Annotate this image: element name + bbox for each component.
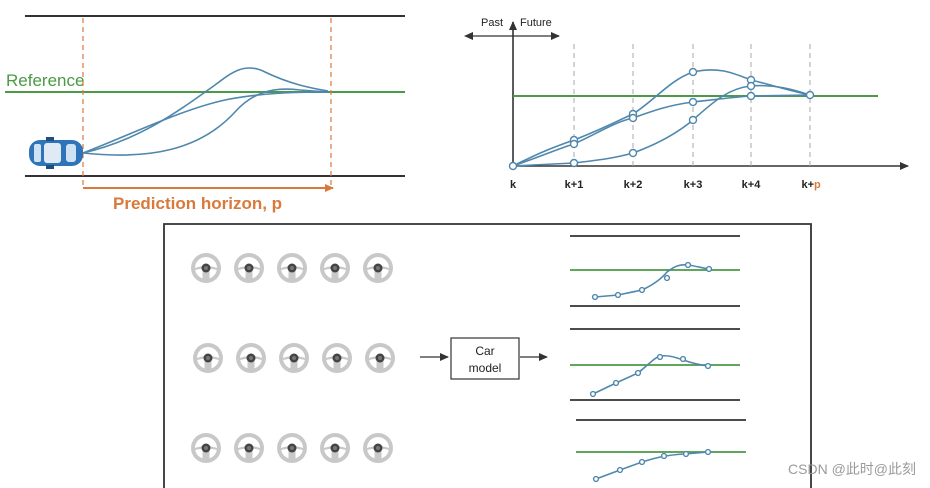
- watermark: CSDN @此时@此刻: [788, 461, 916, 477]
- steering-wheel-grid: [191, 253, 395, 463]
- mini-road-1: [570, 235, 740, 307]
- trajectory-curve: [512, 84, 811, 167]
- trajectory-curve: [82, 67, 329, 154]
- tick-label: k+4: [742, 179, 762, 191]
- tick-label: k+1: [565, 179, 584, 191]
- steering-wheel-icon: [320, 433, 350, 463]
- tick-p-label: p: [814, 179, 821, 191]
- steering-wheel-icon: [279, 343, 309, 373]
- right-panel: Past Future k k+1 k+2 k+3 k+4 k+ p: [464, 17, 909, 191]
- steering-wheel-icon: [191, 253, 221, 283]
- steering-wheel-icon: [236, 343, 266, 373]
- past-label: Past: [481, 17, 503, 29]
- car-model-label-1: Car: [475, 344, 494, 358]
- trajectory-curve: [82, 88, 329, 156]
- trajectory-curve: [512, 69, 811, 167]
- steering-wheel-icon: [191, 433, 221, 463]
- left-panel: Reference Prediction horizon, p: [5, 15, 405, 213]
- horizon-label: Prediction horizon, p: [113, 194, 282, 213]
- steering-wheel-icon: [363, 433, 393, 463]
- car-model-box: [450, 337, 520, 380]
- car-icon: [29, 137, 83, 169]
- bottom-frame: [163, 223, 812, 488]
- mini-road-2: [570, 328, 740, 401]
- trajectory-curve: [82, 91, 329, 154]
- steering-wheel-icon: [234, 433, 264, 463]
- tick-label: k: [510, 179, 517, 191]
- tick-label: k+2: [624, 179, 643, 191]
- steering-wheel-icon: [363, 253, 393, 283]
- trajectory-points: [508, 67, 815, 171]
- trajectory-curve: [512, 94, 811, 167]
- steering-wheel-icon: [322, 343, 352, 373]
- steering-wheel-icon: [193, 343, 223, 373]
- tick-label: k+: [801, 179, 814, 191]
- car-model-label-2: model: [469, 361, 502, 375]
- steering-wheel-icon: [277, 433, 307, 463]
- steering-wheel-icon: [277, 253, 307, 283]
- tick-label: k+3: [684, 179, 703, 191]
- reference-label: Reference: [6, 71, 84, 90]
- steering-wheel-icon: [365, 343, 395, 373]
- mini-road-3: [576, 419, 746, 483]
- future-label: Future: [520, 17, 552, 29]
- bottom-panel: Car model: [163, 223, 812, 488]
- steering-wheel-icon: [234, 253, 264, 283]
- steering-wheel-icon: [320, 253, 350, 283]
